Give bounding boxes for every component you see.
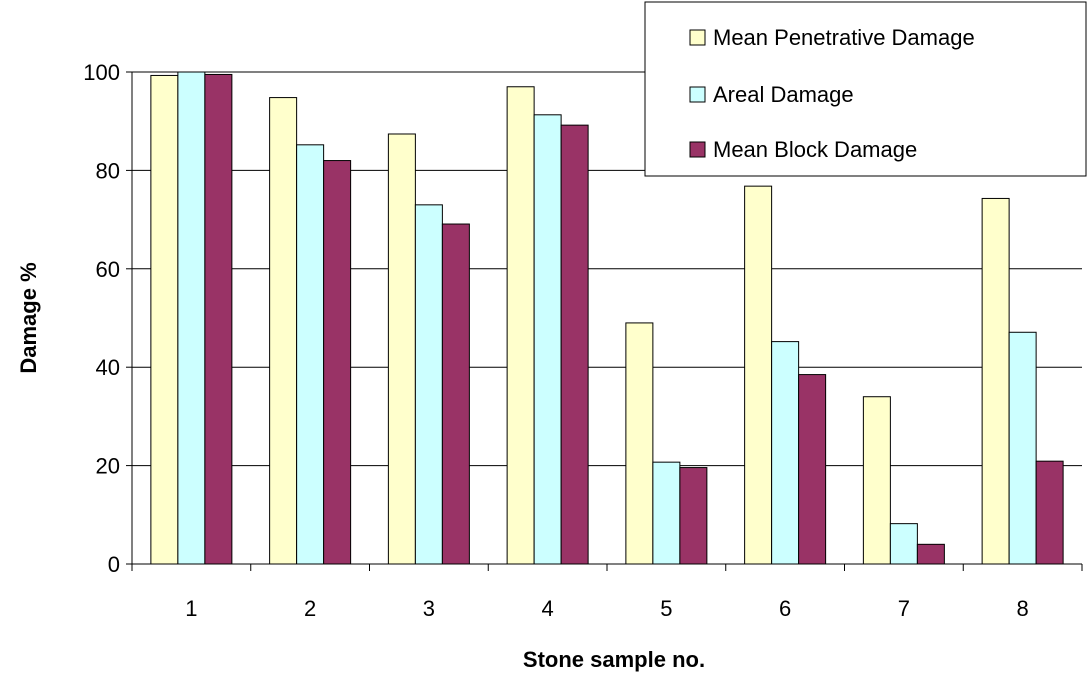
- x-tick-label: 8: [1017, 596, 1029, 621]
- x-tick-label: 6: [779, 596, 791, 621]
- bar-mean-penetrative-damage-sample-8: [981, 197, 1010, 565]
- x-tick-label: 3: [423, 596, 435, 621]
- bar-mean-penetrative-damage-sample-3: [387, 133, 416, 565]
- y-tick-label: 20: [96, 454, 120, 479]
- bar-areal-damage-sample-2: [296, 144, 325, 565]
- legend: Mean Penetrative Damage Areal Damage Mea…: [644, 1, 1087, 177]
- y-tick-label: 80: [96, 158, 120, 183]
- legend-box: [644, 1, 1087, 177]
- bar-areal-damage-sample-3: [414, 204, 443, 565]
- bar-areal-damage-sample-5: [652, 461, 681, 565]
- legend-swatch-mean-block-damage: [689, 141, 706, 158]
- legend-label-mean-block-damage: Mean Block Damage: [713, 137, 917, 162]
- bar-areal-damage-sample-1: [177, 71, 206, 565]
- bars: [150, 71, 1064, 565]
- x-tick-label: 1: [185, 596, 197, 621]
- x-tick-label: 7: [898, 596, 910, 621]
- y-tick-label: 100: [83, 60, 120, 85]
- bar-mean-block-damage-sample-8: [1035, 460, 1064, 565]
- bar-mean-block-damage-sample-1: [204, 73, 233, 565]
- bar-mean-penetrative-damage-sample-5: [625, 322, 654, 565]
- legend-label-areal-damage: Areal Damage: [713, 82, 854, 107]
- bar-areal-damage-sample-4: [533, 114, 562, 565]
- x-tick-labels: 1 2 3 4 5 6 7 8: [185, 596, 1029, 621]
- bar-areal-damage-sample-6: [771, 341, 800, 565]
- bar-mean-block-damage-sample-7: [916, 543, 945, 565]
- bar-areal-damage-sample-7: [889, 523, 918, 565]
- bar-areal-damage-sample-8: [1008, 331, 1037, 565]
- y-axis-title: Damage %: [16, 262, 41, 373]
- legend-label-mean-penetrative-damage: Mean Penetrative Damage: [713, 25, 975, 50]
- bar-mean-block-damage-sample-4: [560, 124, 589, 565]
- bar-mean-block-damage-sample-3: [441, 223, 470, 565]
- x-tick-label: 5: [660, 596, 672, 621]
- y-tick-label: 60: [96, 257, 120, 282]
- bar-mean-block-damage-sample-6: [798, 374, 827, 565]
- y-tick-label: 0: [108, 552, 120, 577]
- y-tick-labels: 0 20 40 60 80 100: [83, 60, 120, 577]
- bar-mean-penetrative-damage-sample-2: [269, 97, 298, 565]
- bar-mean-block-damage-sample-2: [323, 160, 352, 565]
- legend-swatch-mean-penetrative-damage: [689, 29, 706, 46]
- x-tick-label: 2: [304, 596, 316, 621]
- legend-swatch-areal-damage: [689, 86, 706, 103]
- x-tick-label: 4: [542, 596, 554, 621]
- bar-mean-block-damage-sample-5: [679, 467, 708, 565]
- y-tick-label: 40: [96, 355, 120, 380]
- x-axis-title: Stone sample no.: [523, 647, 705, 672]
- axes: [126, 71, 1083, 571]
- bar-mean-penetrative-damage-sample-7: [862, 396, 891, 565]
- bar-mean-penetrative-damage-sample-4: [506, 86, 535, 565]
- bar-mean-penetrative-damage-sample-1: [150, 74, 179, 565]
- bar-mean-penetrative-damage-sample-6: [744, 185, 773, 565]
